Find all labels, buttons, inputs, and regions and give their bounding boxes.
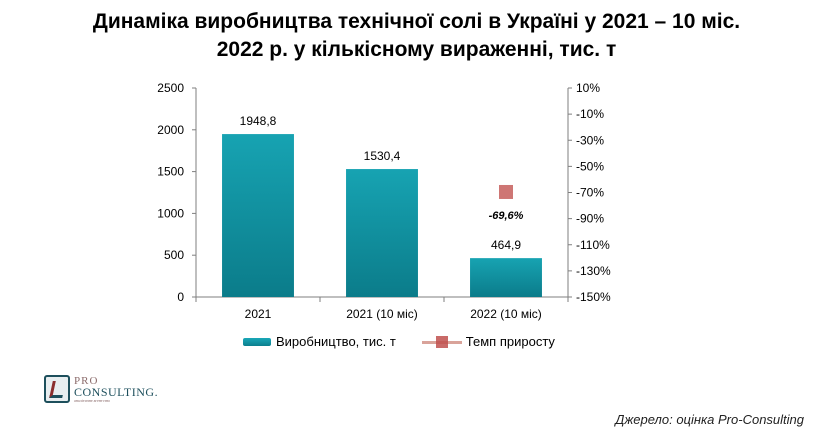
x-axis-tick-label: 2021: [245, 307, 272, 321]
right-axis-tick-label: -70%: [576, 186, 604, 200]
left-axis-tick-label: 500: [164, 248, 184, 262]
x-axis-tick-label: 2022 (10 міс): [470, 307, 542, 321]
logo-text-tagline: аналітичне агентство: [74, 397, 111, 403]
legend-item-growth: Темп приросту: [421, 334, 555, 349]
logo-text: PRO CONSULTING. аналітичне агентство: [74, 374, 159, 403]
legend-label-production: Виробництво, тис. т: [276, 334, 396, 349]
right-axis-tick-label: -90%: [576, 212, 604, 226]
chart-title-line-1: Динаміка виробництва технічної солі в Ук…: [92, 10, 741, 33]
left-axis-tick-label: 2500: [157, 81, 184, 95]
right-axis-tick-label: -130%: [576, 264, 611, 278]
chart-title: Динаміка виробництва технічної солі в Ук…: [0, 8, 833, 64]
chart-legend: Виробництво, тис. т Темп приросту: [243, 334, 581, 349]
right-axis-tick-label: -150%: [576, 290, 611, 304]
bar-data-label: 1530,4: [364, 149, 401, 163]
growth-rate-label: -69,6%: [489, 210, 524, 222]
legend-line-swatch: [421, 335, 462, 349]
right-axis-tick-label: -50%: [576, 159, 604, 173]
bar-production: [346, 169, 418, 297]
right-axis-tick-label: 10%: [576, 81, 600, 95]
bar-production: [222, 134, 294, 297]
legend-bar-swatch: [243, 337, 271, 346]
pro-consulting-logo: PRO CONSULTING. аналітичне агентство: [44, 375, 158, 403]
logo-text-pro: PRO: [74, 374, 99, 387]
legend-label-growth: Темп приросту: [465, 334, 555, 349]
left-axis-tick-label: 0: [177, 290, 184, 304]
bar-data-label: 1948,8: [240, 114, 277, 128]
bar-data-label: 464,9: [491, 238, 521, 252]
x-axis-tick-label: 2021 (10 міс): [346, 307, 418, 321]
bar-production: [470, 258, 542, 297]
chart-title-line-2: 2022 р. у кількісному вираженні, тис. т: [216, 38, 617, 61]
right-axis-tick-label: -110%: [576, 238, 610, 252]
growth-rate-point: [499, 184, 513, 199]
right-axis-tick-label: -10%: [576, 107, 604, 121]
source-note: Джерело: оцінка Pro-Consulting: [615, 412, 804, 427]
logo-text-consulting: CONSULTING.: [74, 384, 159, 399]
right-axis-tick-label: -30%: [576, 133, 604, 147]
left-axis-tick-label: 1000: [157, 206, 184, 220]
left-axis-tick-label: 2000: [157, 123, 184, 137]
legend-item-production: Виробництво, тис. т: [243, 334, 396, 349]
logo-emblem-icon: [44, 375, 70, 403]
left-axis-tick-label: 1500: [157, 165, 184, 179]
